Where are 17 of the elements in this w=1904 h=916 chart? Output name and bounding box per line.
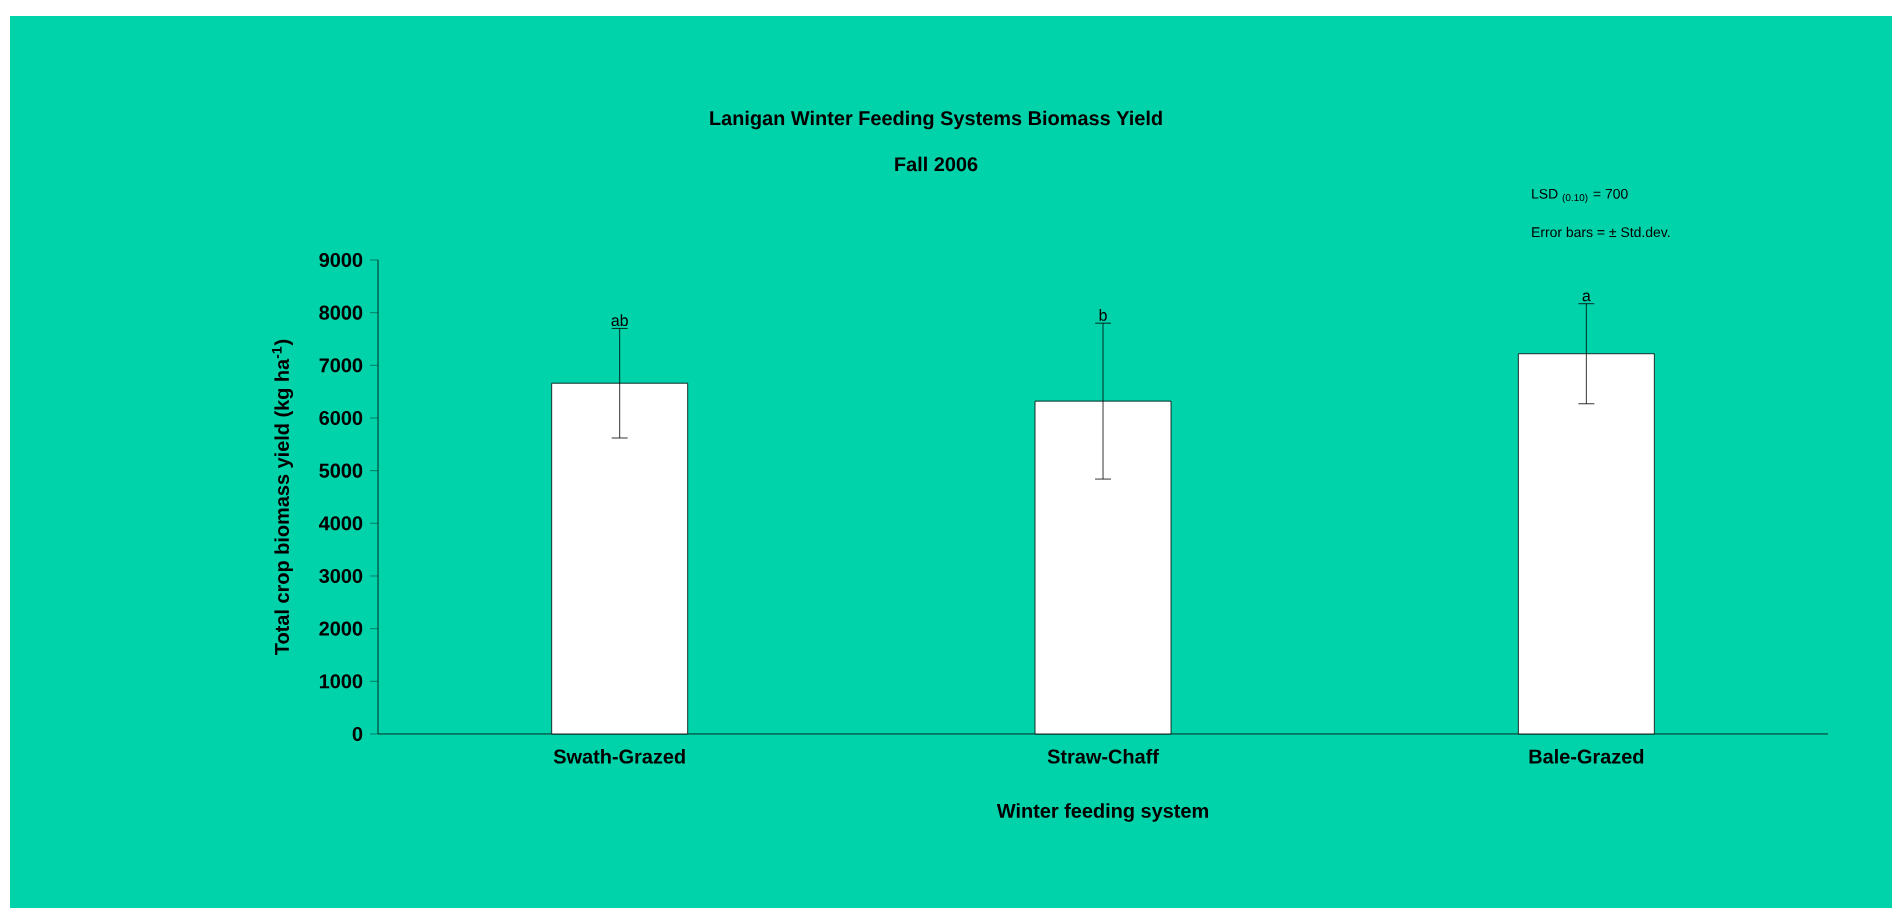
y-tick-label: 0 bbox=[352, 726, 363, 742]
x-tick-label: Swath-Grazed bbox=[553, 748, 685, 764]
chart-title: Lanigan Winter Feeding Systems Biomass Yield bbox=[710, 110, 1162, 130]
y-tick-label: 4000 bbox=[319, 516, 363, 531]
y-tick-label: 8000 bbox=[319, 305, 363, 320]
chart-subtitle: Fall 2006 bbox=[895, 156, 978, 172]
y-tick-label: 1000 bbox=[319, 674, 363, 689]
y-tick-label: 5000 bbox=[319, 463, 363, 478]
y-tick-label: 6000 bbox=[319, 410, 363, 426]
y-tick-label: 2000 bbox=[319, 621, 363, 636]
x-axis-title: Winter feeding system bbox=[996, 803, 1208, 822]
y-tick-label: 9000 bbox=[319, 252, 363, 268]
x-tick-label: Bale-Grazed bbox=[1529, 748, 1644, 764]
y-tick-label: 3000 bbox=[319, 568, 363, 584]
y-tick-label: 7000 bbox=[319, 358, 363, 373]
y-axis-title: Total crop biomass yield (kg ha$^{-1}$) bbox=[272, 339, 294, 655]
x-tick-label: Straw-Chaff bbox=[1047, 748, 1159, 764]
